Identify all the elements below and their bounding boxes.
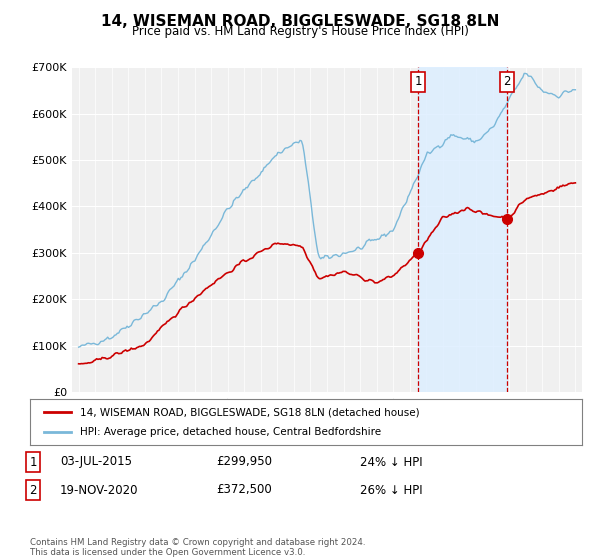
Text: 14, WISEMAN ROAD, BIGGLESWADE, SG18 8LN (detached house): 14, WISEMAN ROAD, BIGGLESWADE, SG18 8LN … xyxy=(80,407,419,417)
Text: 26% ↓ HPI: 26% ↓ HPI xyxy=(360,483,422,497)
Text: 19-NOV-2020: 19-NOV-2020 xyxy=(60,483,139,497)
Text: 1: 1 xyxy=(29,455,37,469)
Text: 24% ↓ HPI: 24% ↓ HPI xyxy=(360,455,422,469)
Text: 1: 1 xyxy=(415,75,422,88)
Text: Price paid vs. HM Land Registry's House Price Index (HPI): Price paid vs. HM Land Registry's House … xyxy=(131,25,469,38)
Text: 14, WISEMAN ROAD, BIGGLESWADE, SG18 8LN: 14, WISEMAN ROAD, BIGGLESWADE, SG18 8LN xyxy=(101,14,499,29)
Text: 2: 2 xyxy=(29,483,37,497)
Bar xyxy=(418,67,507,392)
Text: HPI: Average price, detached house, Central Bedfordshire: HPI: Average price, detached house, Cent… xyxy=(80,427,381,437)
Text: £299,950: £299,950 xyxy=(216,455,272,469)
Text: Contains HM Land Registry data © Crown copyright and database right 2024.
This d: Contains HM Land Registry data © Crown c… xyxy=(30,538,365,557)
Text: £372,500: £372,500 xyxy=(216,483,272,497)
Text: 03-JUL-2015: 03-JUL-2015 xyxy=(60,455,132,469)
Text: 2: 2 xyxy=(503,75,511,88)
